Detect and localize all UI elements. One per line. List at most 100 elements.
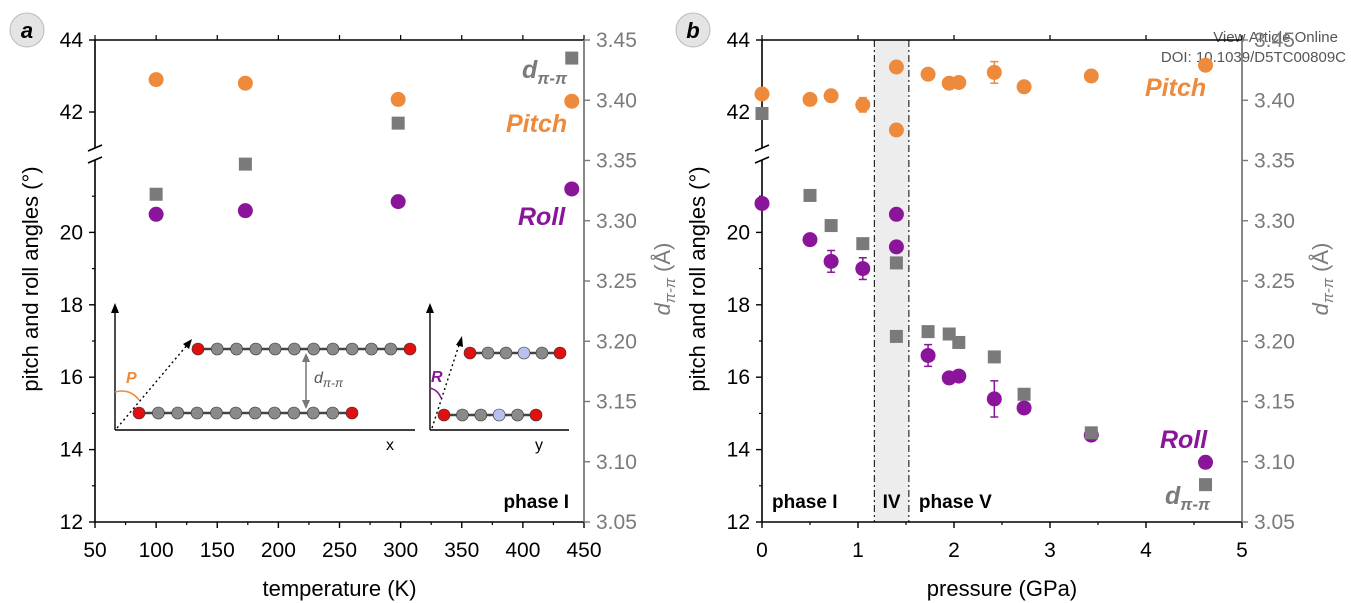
region-label: IV [883,492,901,513]
data-point-pitch [564,93,580,109]
inset-diagonal [431,341,461,429]
y-tick-label: 12 [727,511,750,534]
atom [190,406,204,420]
data-point-d-pi-pi [824,219,838,233]
axis-break-mark [754,144,770,152]
inset-x-label: x [386,437,394,454]
data-point-roll [1016,400,1032,416]
data-point-roll [951,368,967,384]
y-tick-label: 42 [60,101,83,124]
data-point-pitch [1198,57,1214,73]
y-tick-label: 12 [60,511,83,534]
atom [191,342,205,356]
y2-tick-label: 3.35 [1254,150,1295,173]
atom [229,406,243,420]
atom [511,408,524,422]
atom [535,346,549,360]
data-point-d-pi-pi [952,335,966,349]
panel-b-axes: 0 1 2 3 4 5121416182042443.053.103.153.203.25… [685,29,1337,601]
x-axis-title: pressure (GPa) [927,576,1077,601]
atom [326,406,339,420]
roll-angle-arc [429,387,442,399]
data-point-d-pi-pi [856,237,870,251]
label-pitch-a: Pitch [506,110,567,138]
axis-break-mark [754,156,770,164]
atom [268,406,281,420]
label-roll-a: Roll [518,203,566,231]
y2-tick-label: 3.15 [1254,391,1295,414]
data-point-d-pi-pi [889,256,903,270]
data-point-pitch [888,59,904,75]
panel-a-axes: 50 100 150 200 250 300 350 400 450 12 14 16 18 20 42 44… [18,29,679,601]
panel-a-marks [148,51,580,222]
region-label: phase V [919,492,992,513]
x-tick-label: 400 [505,539,540,562]
data-point-roll [148,206,164,222]
x-tick-label: 350 [444,539,479,562]
region-label: phase I [772,492,837,513]
data-point-d-pi-pi [565,51,579,65]
x-tick-label: 450 [566,539,601,562]
y2-tick-label: 3.35 [596,150,637,173]
y2-tick-label: 3.45 [596,29,637,52]
y2-axis-title: dπ-π (Å) [650,243,679,316]
y-tick-label: 16 [60,366,83,389]
panel-a-badge: a [9,12,45,48]
data-point-d-pi-pi [238,157,252,171]
data-point-roll [1198,454,1214,470]
x-tick-label: 2 [948,539,960,562]
y-tick-label: 16 [727,366,750,389]
y2-tick-label: 3.10 [596,451,637,474]
atom [499,346,513,360]
atom [492,408,506,422]
atom [230,342,243,356]
x-tick-label: 4 [1140,539,1152,562]
atom [384,342,398,356]
axis-break-mark [87,144,103,152]
y-tick-label: 20 [727,221,750,244]
data-point-roll [888,206,904,222]
data-point-d-pi-pi [755,107,769,121]
data-point-d-pi-pi [1199,478,1213,492]
arrow-head-icon [302,353,310,362]
data-point-d-pi-pi [391,116,405,130]
arrow-head-icon [456,336,463,347]
atom [210,406,223,420]
atom [210,342,224,356]
y2-tick-label: 3.45 [1254,29,1295,52]
y2-tick-label: 3.25 [596,270,637,293]
atom [463,346,477,360]
data-point-pitch [1016,79,1032,95]
x-tick-label: 50 [83,539,106,562]
data-point-d-pi-pi [803,188,817,202]
x-tick-label: 200 [261,539,296,562]
panel-b: phase I IV phase V b 0 1 2 3 4 5121416182042443… [675,12,1337,601]
y-tick-label: 42 [727,101,750,124]
atom [437,408,451,422]
x-tick-label: 300 [383,539,418,562]
y-tick-label: 18 [60,294,83,317]
y2-tick-label: 3.05 [596,511,637,534]
y-tick-label: 14 [60,439,84,462]
roll-angle-label: R [431,369,443,386]
data-point-roll [802,232,818,248]
atom [249,342,263,356]
inset-distance-label: dπ-π [314,370,344,390]
data-point-pitch [920,66,936,82]
data-point-roll [390,194,406,210]
y2-tick-label: 3.30 [1254,210,1295,233]
y-axis-title: pitch and roll angles (°) [685,166,710,391]
data-point-roll [888,239,904,255]
panel-b-letter: b [686,18,699,43]
y-tick-label: 14 [727,439,751,462]
panel-a: a x P dπ-π y R 50 100 150 200 250 300 350 400 450 12 1… [9,12,679,601]
label-pitch-b: Pitch [1145,74,1206,102]
data-point-d-pi-pi [1017,387,1031,401]
watermark-line1[interactable]: View Article Online [1213,29,1338,46]
atom [132,406,146,420]
atom [345,342,359,356]
inset-y-label: y [535,437,543,454]
atom [529,408,543,422]
atom [307,342,320,356]
